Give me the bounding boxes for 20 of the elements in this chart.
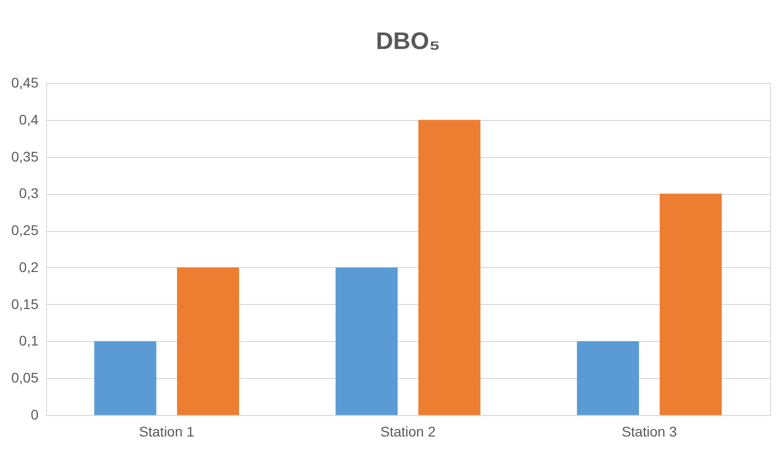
x-tick-label: Station 2 xyxy=(380,424,436,440)
y-tick-label: 0,15 xyxy=(11,296,39,312)
y-tick-label: 0,45 xyxy=(11,74,39,90)
bar xyxy=(336,267,398,415)
y-tick-label: 0,4 xyxy=(19,111,39,128)
y-tick-label: 0,35 xyxy=(11,148,39,164)
y-tick-label: 0,05 xyxy=(11,370,39,386)
bar xyxy=(177,267,240,415)
bar xyxy=(576,341,639,415)
y-tick-label: 0,1 xyxy=(19,332,39,349)
bar xyxy=(660,194,722,415)
y-tick-label: 0 xyxy=(30,406,39,422)
x-tick-label: Station 3 xyxy=(622,424,678,440)
chart-title: DBO₅ xyxy=(376,28,440,55)
bar xyxy=(94,341,156,415)
x-tick-label: Station 1 xyxy=(139,424,195,440)
y-tick-label: 0,25 xyxy=(11,222,39,238)
y-tick-label: 0,2 xyxy=(19,258,39,275)
y-tick-label: 0,3 xyxy=(19,185,39,202)
bar xyxy=(418,120,480,415)
